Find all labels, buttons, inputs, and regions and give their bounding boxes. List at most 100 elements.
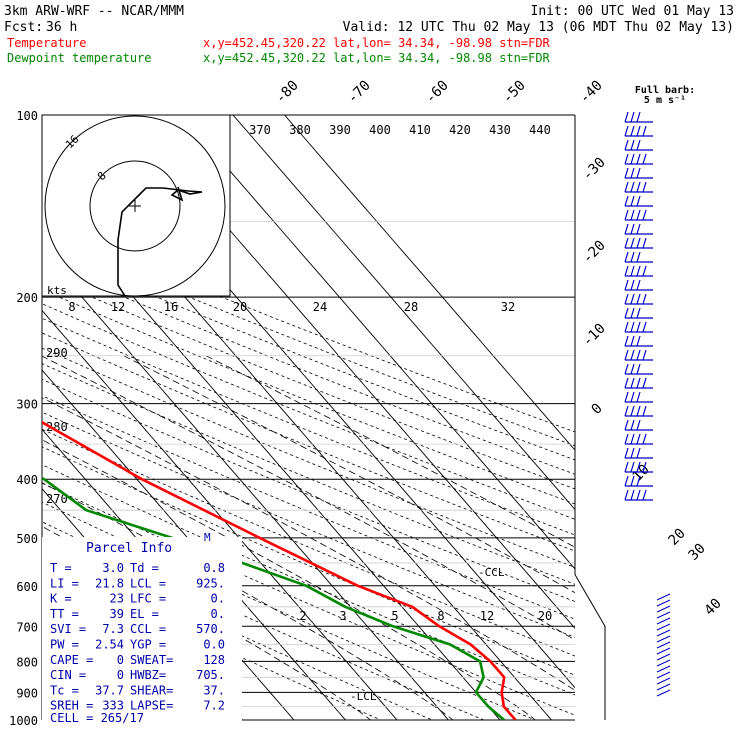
theta-e-label: 370 xyxy=(249,123,271,137)
moist-adiabat-line xyxy=(42,355,575,641)
parcel-value: 128 xyxy=(203,653,225,667)
parcel-value: 333 xyxy=(102,699,124,713)
parcel-value: 23 xyxy=(110,592,124,606)
wind-scale-label: 28 xyxy=(404,300,418,314)
pressure-tick-label: 400 xyxy=(16,473,38,487)
wind-barb xyxy=(656,677,671,685)
parcel-value: 0. xyxy=(211,607,225,621)
parcel-value: 37. xyxy=(203,683,225,697)
wind-barb xyxy=(624,209,653,221)
wind-scale-label: 16 xyxy=(164,300,178,314)
isotherm-label: 0 xyxy=(589,401,606,418)
parcel-value: 37.7 xyxy=(95,683,124,697)
parcel-label: LCL = xyxy=(130,576,166,590)
mixing-ratio-label: 12 xyxy=(480,609,494,623)
parcel-label: YGP = xyxy=(130,638,166,652)
moist-adiabat-line xyxy=(42,482,454,720)
wind-barb xyxy=(656,683,671,691)
pressure-tick-label: 1000 xyxy=(9,714,38,728)
parcel-row: TT = 39 EL = 0. xyxy=(50,607,225,621)
parcel-row: LI = 21.8 LCL = 925. xyxy=(50,576,225,590)
legend-dewpoint: Dewpoint temperature xyxy=(7,51,152,65)
wind-scale-label: 24 xyxy=(313,300,327,314)
wind-barb xyxy=(656,647,671,655)
pressure-tick-label: 800 xyxy=(16,655,38,669)
parcel-label: LAPSE= xyxy=(130,699,173,713)
parcel-label: K = xyxy=(50,592,72,606)
wind-barb xyxy=(624,223,653,235)
wind-barb xyxy=(656,593,671,601)
parcel-label: T = xyxy=(50,561,72,575)
wind-barb xyxy=(656,671,671,679)
wind-barb xyxy=(624,111,653,123)
wind-barb xyxy=(656,617,671,625)
parcel-label: CAPE = xyxy=(50,653,93,667)
parcel-m-marker: M xyxy=(204,531,211,544)
parcel-label: EL = xyxy=(130,607,159,621)
isotherm-label: -10 xyxy=(580,321,609,350)
mixing-ratio-label: 3 xyxy=(339,609,346,623)
model-title: 3km ARW-WRF -- NCAR/MMM xyxy=(4,4,184,19)
wind-barb xyxy=(624,461,653,473)
hodograph-trace xyxy=(117,186,203,297)
parcel-row: SVI = 7.3 CCL = 570. xyxy=(50,622,225,636)
legend-temperature-info: x,y=452.45,320.22 lat,lon= 34.34, -98.98… xyxy=(203,36,551,50)
parcel-row: Tc = 37.7 SHEAR= 37. xyxy=(50,683,225,697)
wind-barb xyxy=(624,251,653,263)
theta-e-label: 390 xyxy=(329,123,351,137)
wind-barb xyxy=(656,629,671,637)
wind-barb xyxy=(656,659,671,667)
parcel-row: SREH = 333 LAPSE= 7.2 xyxy=(50,699,225,713)
mixing-ratio-label: 5 xyxy=(391,609,398,623)
parcel-label: LFC = xyxy=(130,592,166,606)
theta-e-label: 400 xyxy=(369,123,391,137)
mixing-ratio-label: 20 xyxy=(538,609,552,623)
parcel-value: 39 xyxy=(110,607,124,621)
parcel-label: CCL = xyxy=(130,622,166,636)
theta-label: 290 xyxy=(46,346,68,360)
wind-barb xyxy=(656,689,671,697)
parcel-label: SREH = xyxy=(50,699,93,713)
wind-barb xyxy=(624,489,653,501)
parcel-label: HWBZ= xyxy=(130,668,166,682)
theta-e-label: 380 xyxy=(289,123,311,137)
parcel-value: 0.8 xyxy=(203,561,225,575)
isotherm-label: -30 xyxy=(580,155,609,184)
theta-e-label: 440 xyxy=(529,123,551,137)
pressure-tick-label: 100 xyxy=(16,109,38,123)
wind-scale-label: 20 xyxy=(233,300,247,314)
isotherm-label: -50 xyxy=(500,78,529,107)
theta-e-label: 410 xyxy=(409,123,431,137)
isotherm-label: -60 xyxy=(423,78,452,107)
moist-adiabat-line xyxy=(42,439,536,720)
parcel-cell: CELL = 265/17 xyxy=(50,711,144,725)
wind-barb xyxy=(624,195,653,207)
parcel-label: SHEAR= xyxy=(130,683,173,697)
hodograph-units: kts xyxy=(47,284,67,297)
parcel-row: K = 23 LFC = 0. xyxy=(50,592,225,606)
wind-scale-label: 12 xyxy=(111,300,125,314)
wind-barb xyxy=(624,321,653,333)
barb-title-1: Full barb: xyxy=(635,85,695,96)
wind-scale-label: 8 xyxy=(68,300,75,314)
wind-barb xyxy=(656,635,671,643)
parcel-label: Tc = xyxy=(50,683,79,697)
parcel-value: 0.0 xyxy=(203,638,225,652)
parcel-value: 0 xyxy=(117,668,124,682)
parcel-label: Td = xyxy=(130,561,159,575)
parcel-label: LI = xyxy=(50,576,79,590)
wind-barb xyxy=(624,377,653,389)
moist-adiabat-line xyxy=(123,355,575,594)
wind-barb xyxy=(624,153,653,165)
wind-barb xyxy=(624,125,653,137)
theta-e-label: 430 xyxy=(489,123,511,137)
wind-barb xyxy=(656,599,671,607)
parcel-value: 21.8 xyxy=(95,576,124,590)
parcel-info-title: Parcel Info xyxy=(86,541,172,556)
parcel-row: CIN = 0 HWBZ= 705. xyxy=(50,668,225,682)
parcel-value: 705. xyxy=(196,668,225,682)
temperature-profile xyxy=(42,420,517,720)
theta-label: 270 xyxy=(46,492,68,506)
hodograph-center-icon xyxy=(129,200,141,212)
